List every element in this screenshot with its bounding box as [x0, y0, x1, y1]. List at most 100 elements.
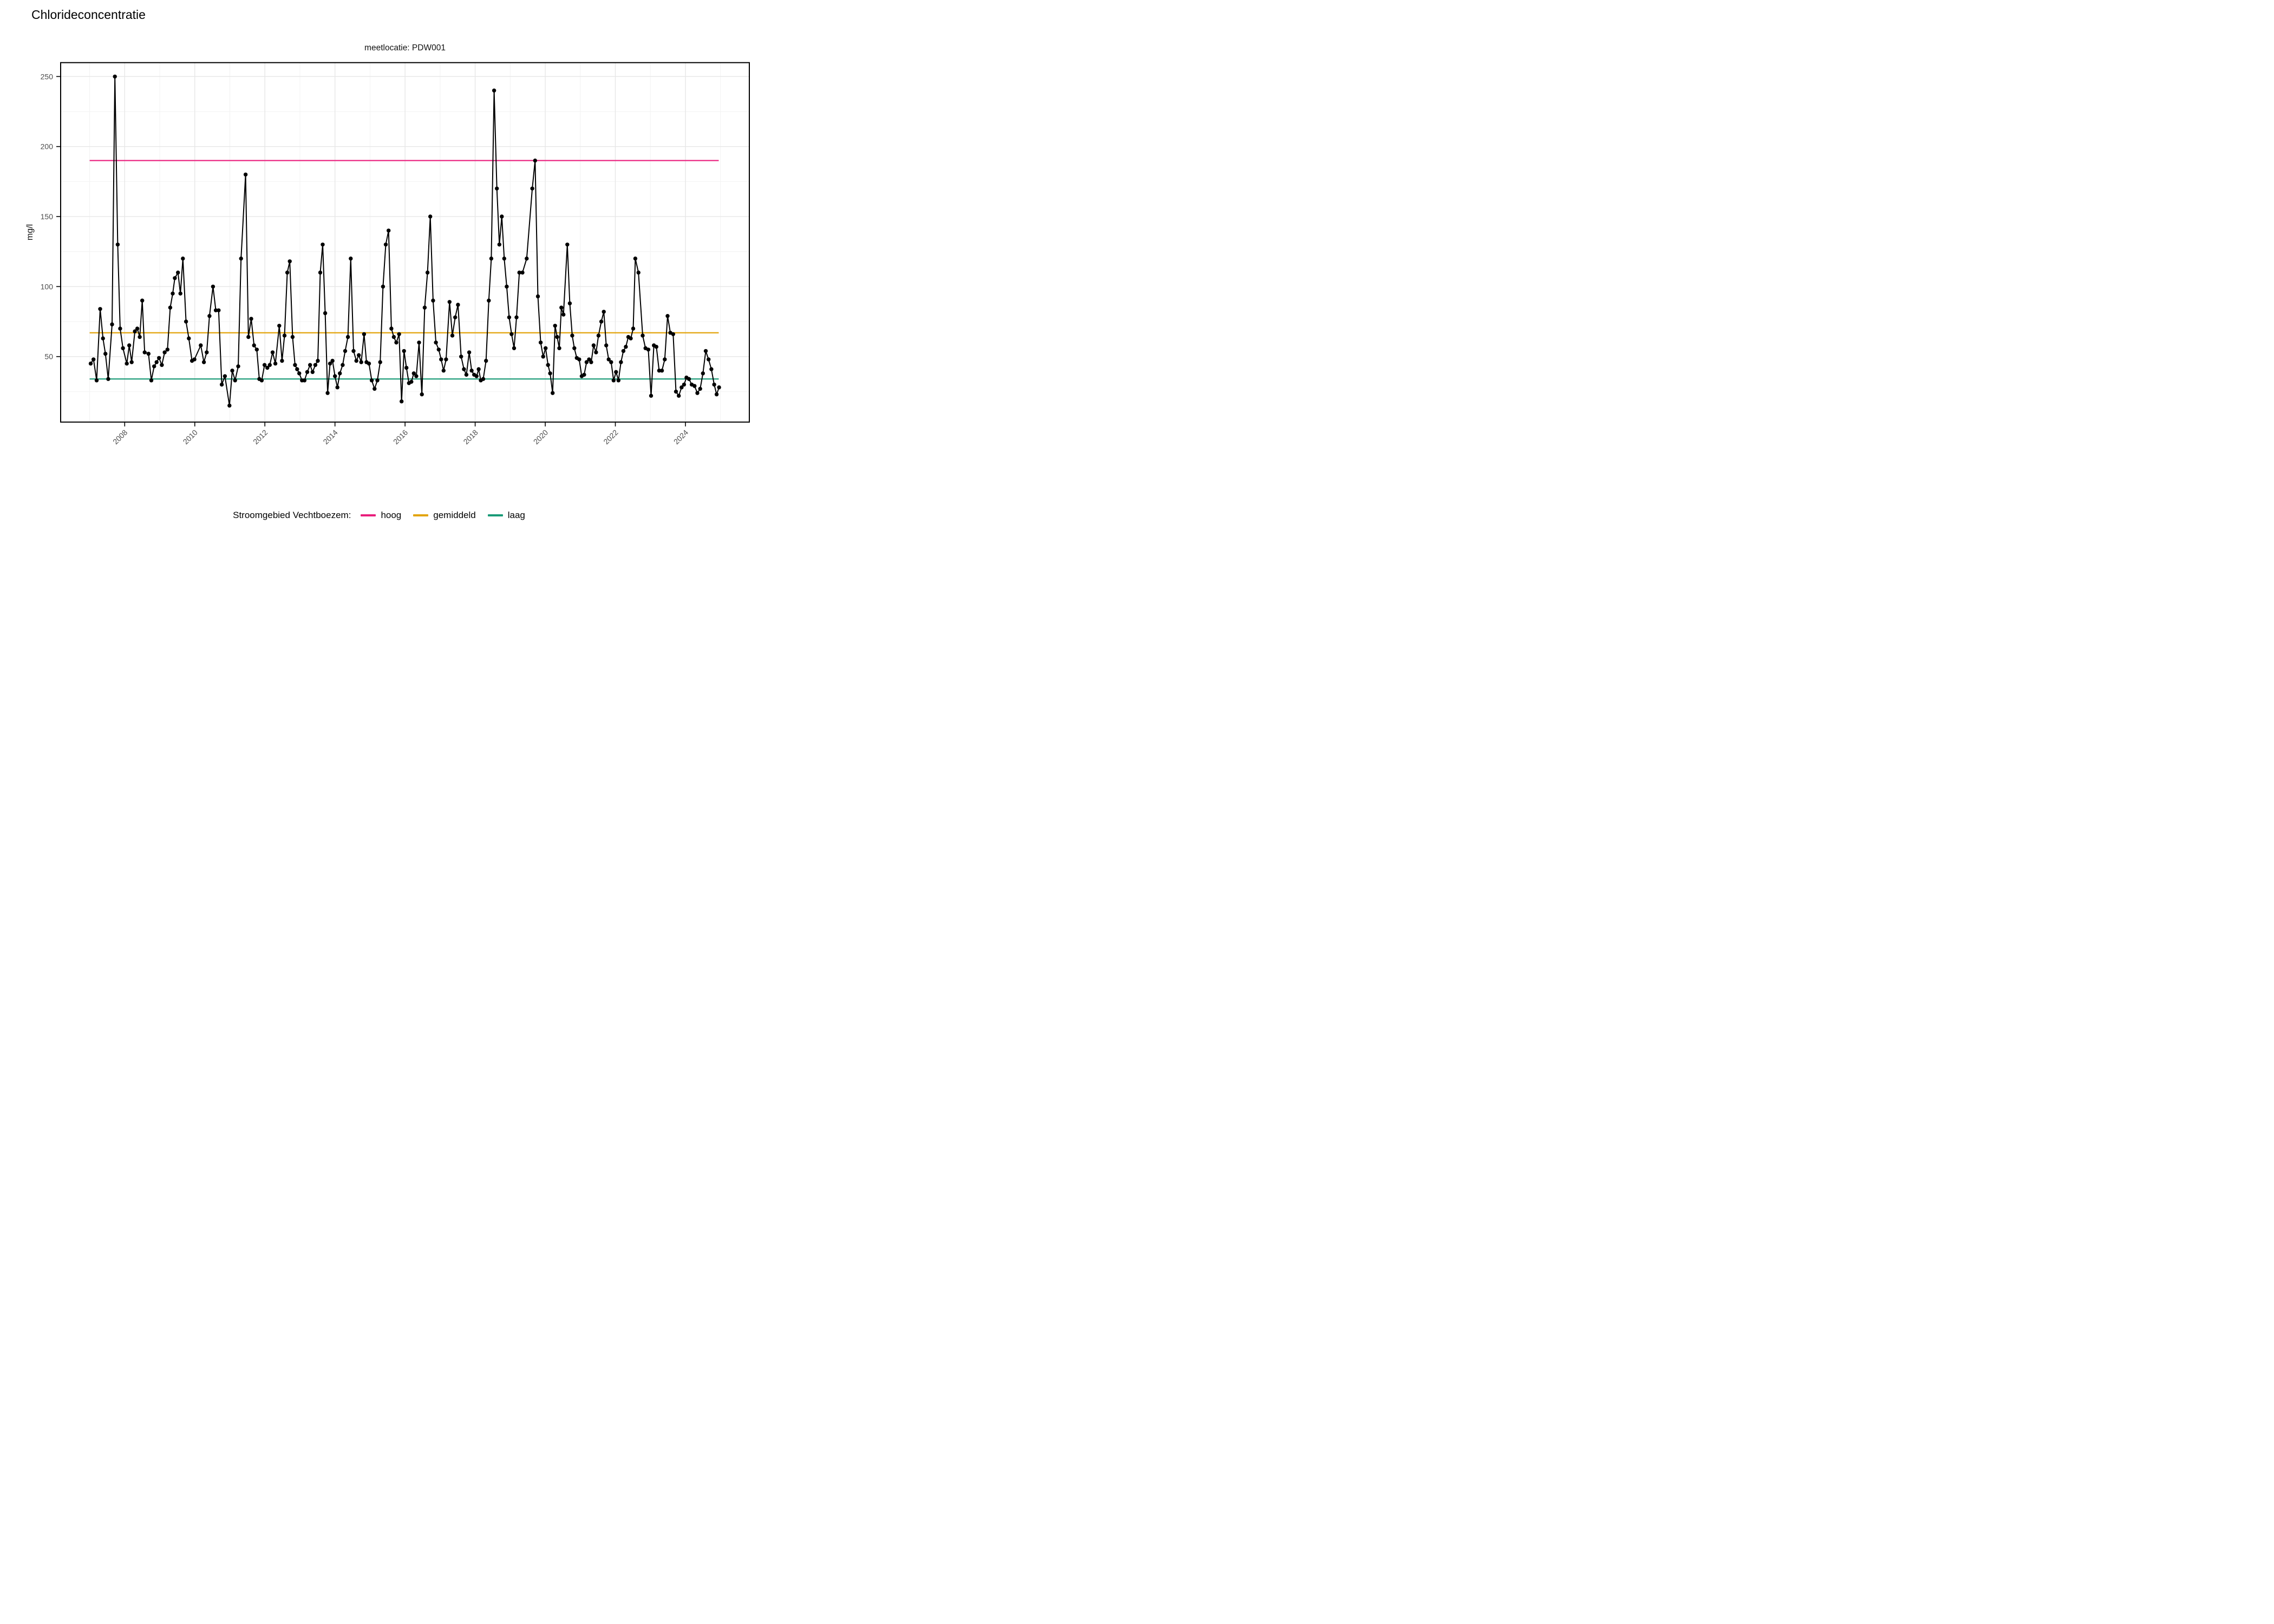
- data-point: [602, 310, 606, 314]
- data-point: [467, 350, 472, 355]
- data-point: [184, 319, 188, 324]
- data-point: [462, 367, 466, 371]
- data-point: [249, 317, 253, 321]
- x-tick-label: 2016: [391, 428, 409, 446]
- x-tick-label: 2012: [251, 428, 269, 446]
- data-point: [679, 385, 684, 390]
- data-point: [146, 351, 151, 356]
- data-point: [359, 360, 363, 364]
- data-point: [230, 368, 234, 373]
- data-point: [414, 374, 419, 378]
- chart-title: Chlorideconcentratie: [31, 8, 146, 22]
- data-point: [616, 378, 621, 383]
- data-point: [517, 270, 521, 275]
- x-tick-label: 2020: [532, 428, 550, 446]
- data-point: [587, 357, 591, 362]
- data-point: [557, 346, 561, 350]
- data-point: [149, 378, 154, 383]
- data-point: [649, 394, 654, 398]
- data-point: [129, 360, 134, 364]
- data-point: [489, 256, 494, 261]
- data-point: [487, 298, 491, 303]
- data-point: [362, 332, 367, 336]
- data-point: [551, 391, 555, 395]
- data-point: [302, 378, 307, 383]
- data-point: [378, 360, 382, 364]
- data-point: [582, 372, 586, 377]
- data-point: [127, 343, 132, 348]
- data-point: [187, 336, 191, 340]
- data-point: [431, 298, 435, 303]
- data-point: [411, 371, 416, 376]
- x-tick-label: 2024: [672, 428, 690, 446]
- data-point: [599, 319, 604, 324]
- data-point: [157, 356, 161, 360]
- data-point: [707, 357, 711, 362]
- data-point: [354, 358, 358, 363]
- data-point: [703, 349, 708, 353]
- data-point: [474, 374, 479, 378]
- data-point: [591, 343, 596, 348]
- data-point: [495, 186, 499, 191]
- data-point: [606, 357, 611, 362]
- data-point: [290, 335, 295, 339]
- legend-label: hoog: [381, 510, 402, 520]
- data-point: [441, 368, 446, 373]
- data-point: [561, 312, 566, 317]
- data-point: [325, 391, 330, 395]
- data-point: [178, 291, 182, 296]
- data-point: [611, 378, 616, 383]
- data-point: [227, 403, 232, 408]
- data-point: [308, 363, 312, 367]
- data-point: [219, 382, 224, 387]
- chart-figure: Chlorideconcentratie meetlocatie: PDW001…: [0, 0, 758, 541]
- data-point: [394, 340, 398, 345]
- data-point: [548, 371, 552, 376]
- data-point: [512, 346, 517, 350]
- data-point: [273, 361, 278, 366]
- data-point: [295, 367, 299, 371]
- data-point: [436, 348, 441, 352]
- data-point: [530, 186, 534, 191]
- legend-key-line-hoog: [361, 514, 376, 516]
- data-point: [345, 335, 350, 339]
- data-point: [293, 363, 297, 367]
- data-point: [695, 391, 700, 395]
- data-point: [88, 361, 93, 366]
- data-point: [262, 363, 267, 367]
- data-point: [453, 315, 458, 319]
- data-point: [277, 324, 282, 328]
- data-point: [252, 343, 256, 348]
- data-point: [162, 350, 167, 355]
- data-point: [619, 360, 623, 364]
- legend-item-gemiddeld: gemiddeld: [413, 510, 476, 521]
- data-point: [525, 256, 529, 261]
- data-point: [665, 314, 670, 318]
- data-point: [400, 399, 404, 404]
- data-point: [646, 348, 651, 352]
- data-point: [714, 392, 719, 397]
- data-point: [459, 355, 463, 359]
- data-point: [555, 335, 559, 339]
- data-point: [404, 365, 409, 370]
- data-point: [687, 377, 691, 381]
- data-point: [305, 370, 310, 374]
- data-point: [213, 308, 218, 312]
- data-point: [181, 256, 185, 261]
- data-point: [544, 346, 548, 350]
- data-point: [469, 368, 474, 373]
- data-point: [584, 360, 589, 364]
- data-point: [280, 358, 284, 363]
- x-tick-label: 2014: [321, 428, 339, 446]
- data-point: [171, 291, 175, 296]
- data-point: [567, 301, 572, 306]
- y-tick-label: 100: [41, 282, 54, 291]
- data-point: [541, 355, 545, 359]
- data-point: [629, 336, 633, 340]
- data-point: [373, 387, 377, 391]
- data-point: [313, 363, 318, 367]
- y-tick-label: 250: [41, 72, 54, 81]
- data-point: [712, 382, 716, 387]
- data-point: [103, 351, 108, 356]
- data-point: [614, 370, 618, 374]
